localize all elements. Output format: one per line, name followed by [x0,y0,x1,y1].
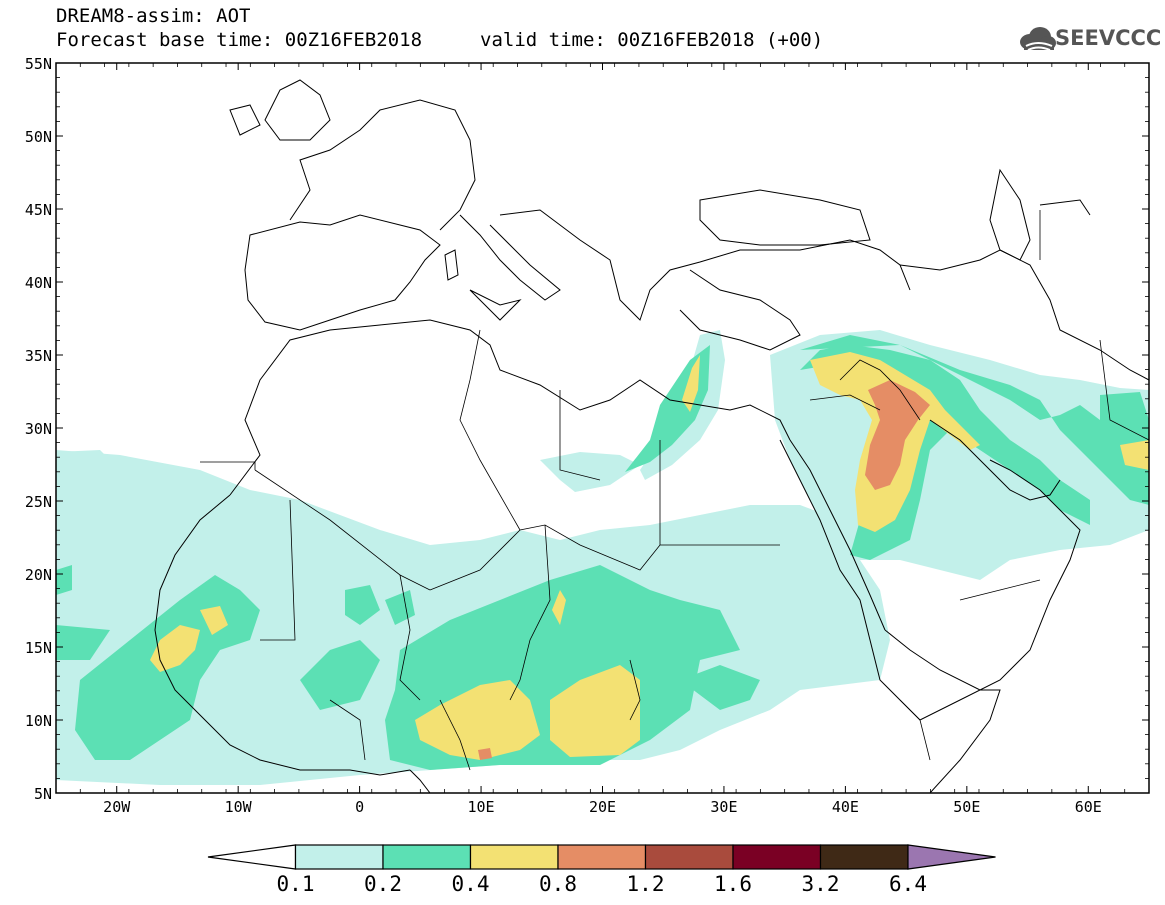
lat-label: 45N [25,201,52,219]
lat-label: 20N [25,566,52,584]
colorbar-label: 6.4 [889,872,927,896]
latitude-axis: 55N 50N 45N 40N 35N 30N 25N 20N 15N 10N 5N [25,55,1149,803]
lat-label: 10N [25,712,52,730]
colorbar-max-arrow [907,844,996,870]
colorbar-label: 0.1 [277,872,315,896]
colorbar-segment [557,844,647,870]
colorbar-label: 3.2 [802,872,840,896]
lat-label: 55N [25,55,52,73]
lat-label: 35N [25,347,52,365]
colorbar-segment [644,844,734,870]
coastlines [154,79,1149,793]
lon-label: 20E [589,798,616,816]
lon-label: 50E [953,798,980,816]
cloud-logo-icon [1018,24,1158,56]
colorbar-segment [819,844,909,870]
colorbar-segment [469,844,559,870]
logo-text: SEEVCCC [1055,26,1162,50]
colorbar: 0.1 0.2 0.4 0.8 1.2 1.6 3.2 6.4 [207,844,996,896]
map-title: DREAM8-assim: AOT [56,5,251,27]
lon-label: 0 [355,798,364,816]
colorbar-label: 0.4 [452,872,490,896]
colorbar-label: 0.8 [539,872,577,896]
borders [200,210,1149,771]
colorbar-segment [382,844,472,870]
lat-label: 50N [25,128,52,146]
longitude-axis: 20W 10W 0 10E 20E 30E 40E 50E 60E [55,63,1150,816]
colorbar-segment [732,844,822,870]
colorbar-segment [294,844,384,870]
aot-level-0.8 [478,380,930,760]
colorbar-label: 1.6 [714,872,752,896]
lon-label: 10E [468,798,495,816]
colorbar-label: 1.2 [627,872,665,896]
lon-label: 10W [225,798,253,816]
lon-label: 30E [710,798,737,816]
aot-shading [56,330,1149,785]
valid-time: valid time: 00Z16FEB2018 (+00) [480,29,824,51]
forecast-base-time: Forecast base time: 00Z16FEB2018 [56,29,423,51]
lat-label: 30N [25,420,52,438]
lon-label: 60E [1075,798,1102,816]
lat-label: 40N [25,274,52,292]
lon-label: 40E [832,798,859,816]
colorbar-min-arrow [207,844,297,870]
lat-label: 5N [34,785,52,803]
lat-label: 25N [25,493,52,511]
colorbar-label: 0.2 [364,872,402,896]
lat-label: 15N [25,639,52,657]
lon-label: 20W [103,798,131,816]
